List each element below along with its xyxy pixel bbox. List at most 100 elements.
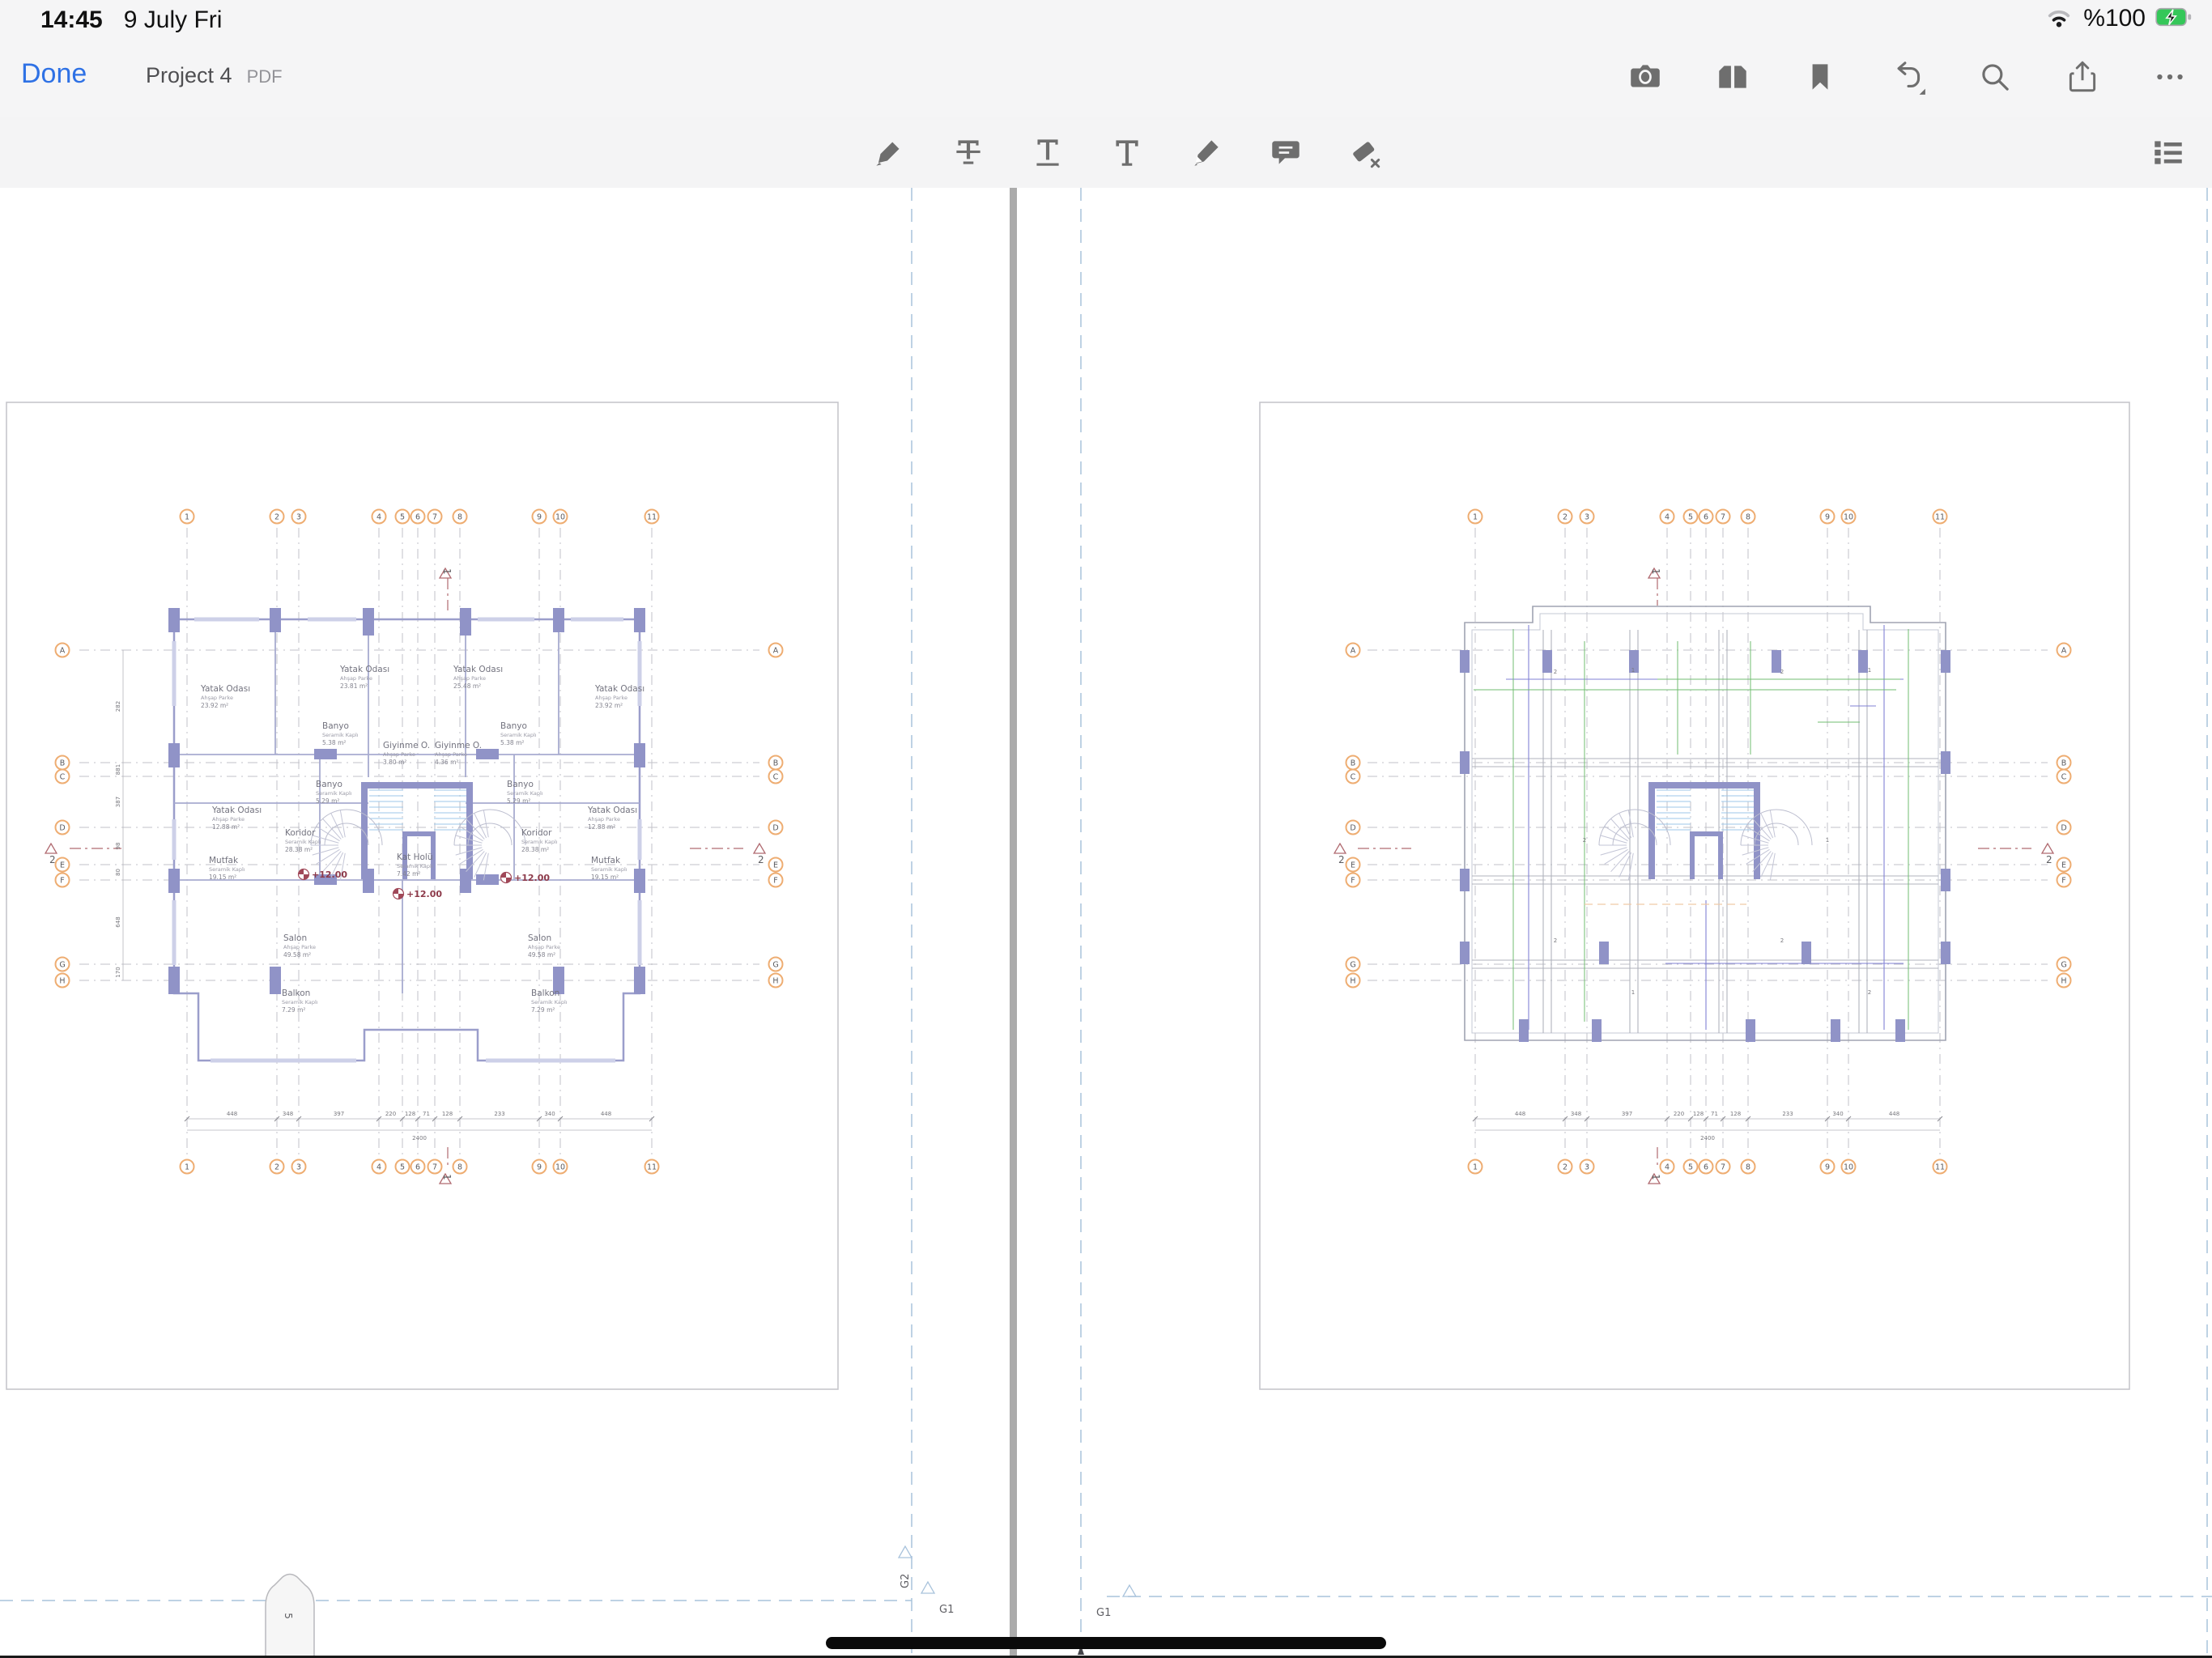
drawing-text: 28.38 m² [521,846,549,853]
drawing-text: 9 [537,512,542,521]
drawing-text: Balkon [531,988,559,998]
done-button[interactable]: Done [21,58,87,89]
drawing-text: 1 [1826,837,1829,844]
drawing-text: 12.88 m² [588,823,615,831]
drawing-text: 19.15 m² [591,874,619,881]
bookmark-icon[interactable] [1797,52,1843,102]
drawing-text: 448 [601,1111,611,1117]
drawing-text: 881 [115,764,121,775]
drawing-text: 233 [494,1111,504,1117]
drawing-text: Salon [528,933,551,943]
drawing-text: 10 [555,1163,565,1171]
drawing-text: 220 [385,1111,396,1117]
drawing-text: H [772,976,778,985]
drawing-text: +12.00 [406,889,442,899]
erase-annotation-icon[interactable] [1342,127,1388,177]
reader-view-icon[interactable] [1710,52,1755,102]
camera-icon[interactable] [1623,52,1668,102]
drawing-text: E [2061,861,2066,869]
annotation-toolbar [0,117,2212,189]
drawing-text: 348 [283,1111,293,1117]
drawing-text: 1 [1473,1163,1478,1171]
grid-bubble [1557,1158,1573,1175]
sheet-page-tab[interactable]: 5 [265,1573,315,1658]
grid-bubble [768,819,784,835]
drawing-text: 71 [423,1111,430,1117]
share-icon[interactable] [2060,52,2105,102]
grid-bubble [1932,1158,1948,1175]
drawing-text: 1 [1868,667,1871,674]
drawing-text: Banyo [507,780,534,789]
text-icon[interactable] [1104,127,1150,177]
drawing-text: A [773,646,779,655]
battery-percent: %100 [2083,5,2146,32]
search-icon[interactable] [1972,52,2018,102]
grid-bubble [531,508,547,525]
drawing-text: Seramik Kaplı [209,866,245,873]
drawing-text: 3 [1585,512,1589,521]
grid-bubble [269,1158,285,1175]
more-icon[interactable] [2147,52,2193,102]
drawing-text: 49.58 m² [283,951,311,959]
stairwell [1648,782,1760,879]
drawing-text: Yatak Odası [211,806,262,815]
grid-bubble [1819,1158,1836,1175]
drawing-text: 2 [1780,937,1784,944]
drawing-text: 128 [405,1111,415,1117]
drawing-text: 128 [1730,1111,1741,1117]
drawing-text: 8 [457,1163,462,1171]
drawing-text: 2 [274,512,279,521]
drawing-text: Yatak Odası [587,806,637,815]
drawing-text: 2 [1868,989,1871,996]
comment-icon[interactable] [1263,127,1308,177]
drawing-text: G1 [1096,1607,1111,1619]
drawing-text: 4.36 m² [435,759,458,766]
grid-bubble [54,872,70,888]
drawing-text: B [2061,759,2067,767]
grid-bubble [54,857,70,873]
grid-bubble [410,1158,426,1175]
grid-bubble [1740,508,1756,525]
grid-bubble [768,956,784,972]
undo-icon[interactable] [1885,52,1930,102]
drawing-text: 7 [432,1163,437,1171]
drawing-text: +12.00 [514,873,550,883]
drawing-text: 12.88 m² [212,823,240,831]
drawing-text: 11 [647,1163,657,1171]
drawing-text: C [2061,772,2067,781]
drawing-text: 3 [296,512,301,521]
drawing-text: Yatak Odası [453,665,503,674]
drawing-text: 4 [1665,1163,1670,1171]
drawing-text: Seramik Kaplı [316,790,352,797]
drawing-text: Seramik Kaplı [397,863,433,869]
drawing-text: Banyo [322,721,349,731]
drawing-text: Giyinme O. [383,741,430,750]
drawing-text: Koridor [285,828,316,838]
grid-bubble [531,1158,547,1175]
annotation-list-icon[interactable] [2146,127,2191,177]
drawing-text: 23.92 m² [201,702,228,709]
drawing-text: 6 [415,512,420,521]
home-indicator[interactable] [826,1637,1386,1649]
drawing-text: F [773,876,777,885]
strikethrough-text-icon[interactable] [946,127,991,177]
pdf-content-area[interactable]: 1 1 2 2 3 3 4 4 5 5 6 6 7 7 8 8 9 9 10 10 11 11 A A B B C C D D E E F F G G… [0,188,2212,1658]
drawing-text: 1 [1650,568,1661,575]
drawing-text: 5 [283,1613,294,1619]
pen-icon[interactable] [1184,127,1229,177]
drawing-text: 1 [1473,512,1478,521]
underline-text-icon[interactable] [1025,127,1070,177]
highlighter-icon[interactable] [866,127,912,177]
pdf-page-left[interactable]: 1 1 2 2 3 3 4 4 5 5 6 6 7 7 8 8 9 9 10 10 11 11 A A B B C C D D E E F F G G… [0,188,1004,1658]
drawing-text: Mutfak [209,856,239,865]
pdf-page-right[interactable]: 2 1 2 1 2 1 2 2 1 2 1 1 2 2 3 3 4 4 5 5 6 6 7 7 8 8 9 9 10 10 11 11 A A B B… [1018,188,2212,1658]
